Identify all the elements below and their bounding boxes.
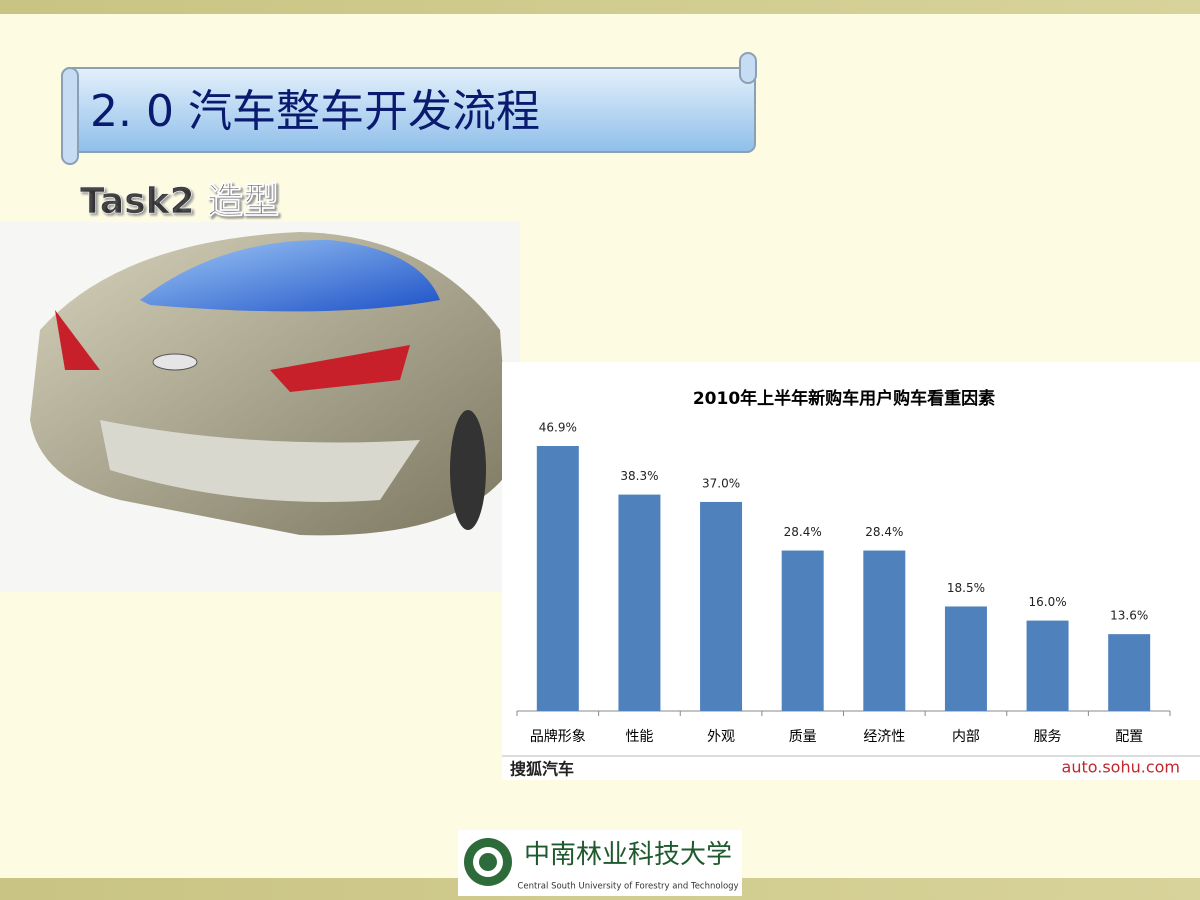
bar	[1108, 634, 1151, 711]
bar	[944, 606, 987, 711]
value-label: 37.0%	[702, 476, 740, 490]
chart-title: 2010年上半年新购车用户购车看重因素	[693, 388, 995, 409]
value-label: 13.6%	[1110, 609, 1148, 623]
logo	[458, 830, 742, 896]
x-tick-label: 品牌形象	[530, 728, 586, 745]
value-label: 38.3%	[620, 469, 658, 483]
top-band	[0, 0, 1200, 14]
logo-name: 中南林业科技大学	[524, 840, 732, 869]
value-label: 28.4%	[784, 525, 822, 539]
title-scroll	[61, 52, 757, 165]
chart-panel	[502, 362, 1200, 780]
x-tick-label: 内部	[952, 729, 980, 745]
x-tick-label: 外观	[707, 729, 735, 745]
x-tick-label: 性能	[625, 729, 653, 745]
logo-english: Central South University of Forestry and…	[517, 882, 738, 892]
x-tick-label: 经济性	[863, 729, 905, 745]
x-tick-label: 服务	[1034, 729, 1062, 745]
chart-source-url: auto.sohu.com	[1062, 758, 1180, 777]
chart-source: 搜狐汽车	[510, 760, 574, 779]
value-label: 46.9%	[539, 421, 577, 435]
x-tick-label: 配置	[1115, 729, 1143, 745]
bar	[781, 550, 824, 711]
value-label: 28.4%	[865, 525, 903, 539]
bar	[863, 550, 906, 711]
x-tick-label: 质量	[789, 729, 817, 745]
slide-title: 2. 0 汽车整车开发流程	[90, 86, 540, 137]
value-label: 18.5%	[947, 581, 985, 595]
bar	[618, 494, 661, 711]
bar	[536, 446, 579, 711]
car-sketch	[0, 222, 520, 592]
value-label: 16.0%	[1029, 595, 1067, 609]
slide-subtitle: Task2 造型	[80, 181, 279, 222]
bar	[700, 501, 743, 711]
bar	[1026, 620, 1069, 711]
